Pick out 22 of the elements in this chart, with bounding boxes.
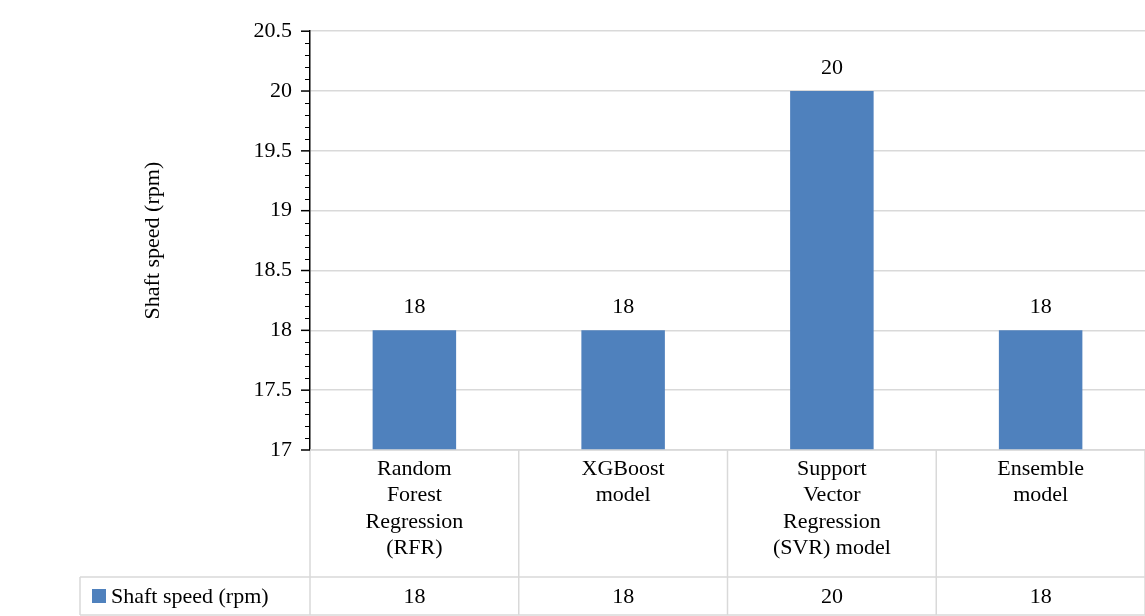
x-tick-label: Ensemble model <box>997 454 1085 507</box>
y-axis-title: Shaft speed (rpm) <box>138 161 164 320</box>
x-tick-label: Random Forest Regression (RFR) <box>365 454 464 560</box>
annotation: 20 <box>820 53 843 79</box>
legend-label: Shaft speed (rpm) <box>111 582 269 608</box>
data-label: 20 <box>820 582 843 608</box>
data-label: 18 <box>1029 582 1052 608</box>
y-tick-label: 18.5 <box>253 256 292 282</box>
y-tick-label: 19.5 <box>253 136 292 162</box>
x-tick-label: Support Vector Regression (SVR) model <box>772 454 891 560</box>
data-label: 18 <box>612 582 635 608</box>
y-tick-label: 18 <box>270 316 292 342</box>
annotation: 18 <box>403 293 426 319</box>
annotation: 18 <box>612 293 635 319</box>
y-tick-label: 17 <box>270 435 292 461</box>
data-label: 18 <box>403 582 426 608</box>
x-tick-label: XGBoost model <box>581 454 665 507</box>
y-tick-label: 19 <box>270 196 292 222</box>
y-tick-label: 17.5 <box>253 375 292 401</box>
annotation: 18 <box>1029 293 1052 319</box>
y-tick-label: 20 <box>270 76 292 102</box>
y-tick-label: 20.5 <box>253 16 292 42</box>
